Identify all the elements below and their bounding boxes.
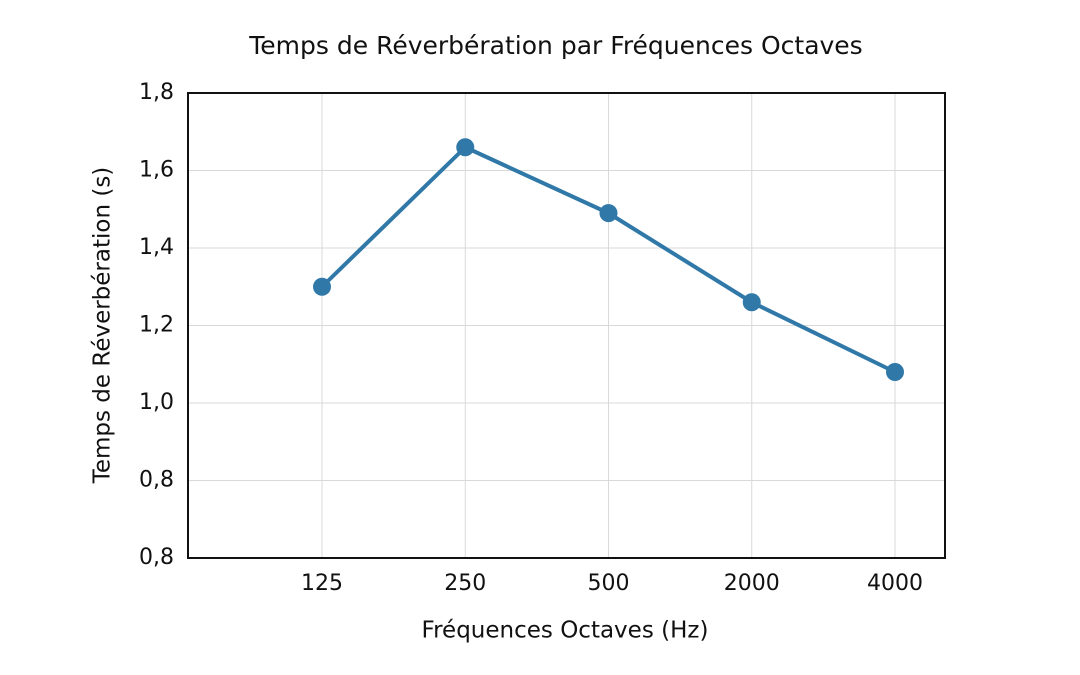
plot-frame [187, 92, 946, 559]
y-tick-label: 1,8 [139, 80, 174, 105]
data-point [742, 293, 761, 312]
y-axis-label: Temps de Réverbération (s) [90, 167, 116, 485]
chart-title: Temps de Réverbération par Fréquences Oc… [248, 31, 862, 60]
x-tick-label: 125 [301, 571, 343, 596]
data-point [313, 277, 331, 296]
data-point [599, 204, 618, 223]
x-tick-label: 250 [444, 571, 486, 596]
y-tick-label: 1,6 [139, 158, 174, 183]
y-tick-label: 0,8 [139, 545, 174, 570]
data-point [456, 138, 475, 157]
x-tick-label: 2000 [724, 571, 780, 596]
x-tick-label: 500 [588, 571, 630, 596]
x-tick-label: 4000 [867, 571, 923, 596]
x-axis-label: Fréquences Octaves (Hz) [422, 618, 709, 644]
data-point [886, 363, 904, 381]
y-tick-label: 0,8 [139, 468, 174, 493]
y-tick-label: 1,0 [139, 390, 174, 415]
y-tick-label: 1,4 [139, 235, 174, 260]
y-tick-label: 1,2 [139, 313, 174, 338]
